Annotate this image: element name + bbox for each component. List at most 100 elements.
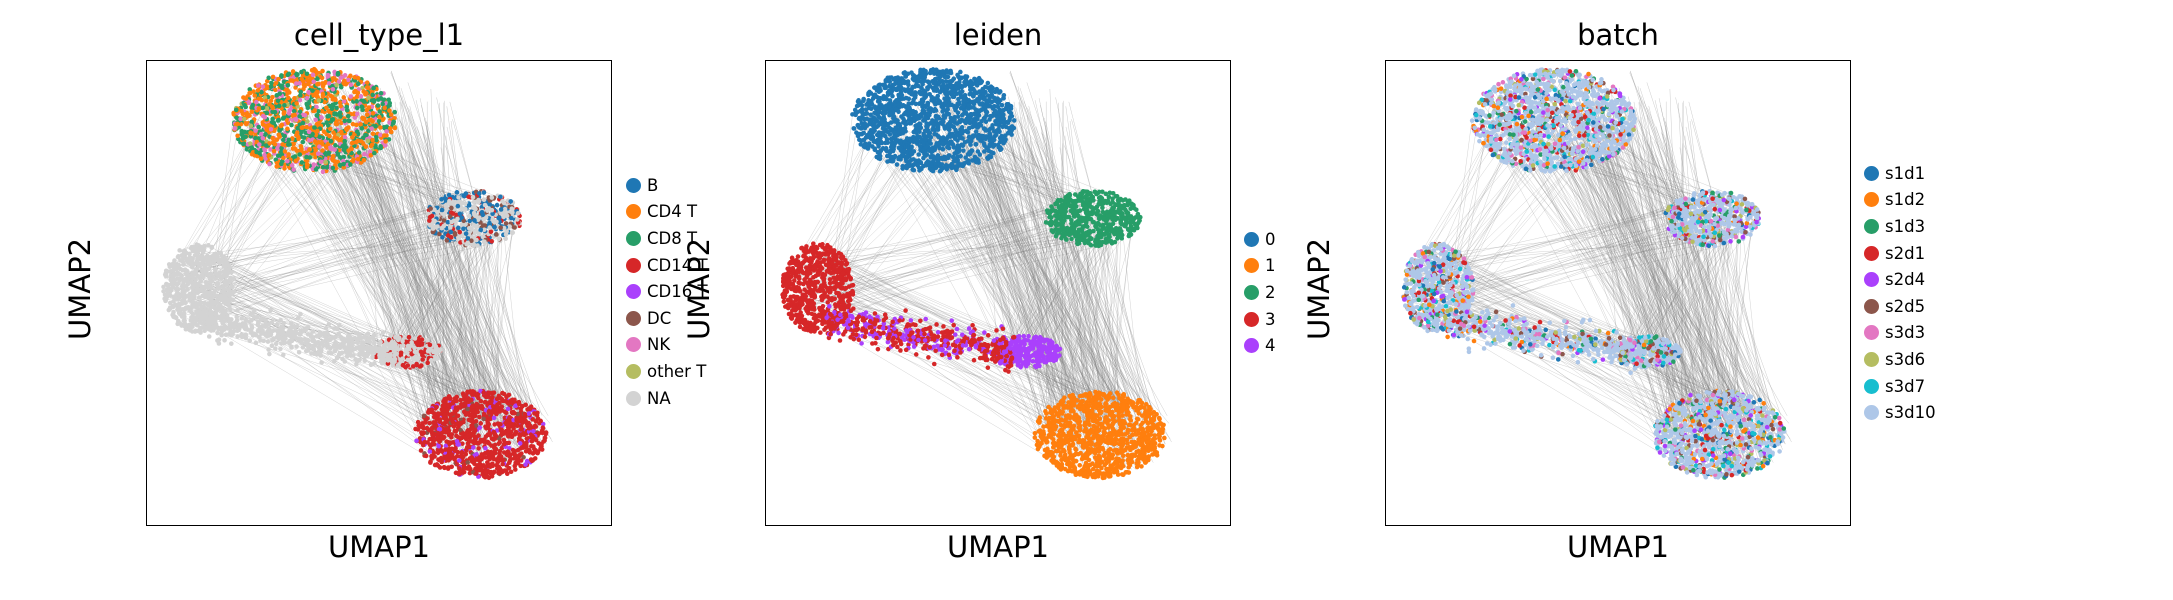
cell-point	[233, 107, 239, 113]
cell-point	[198, 245, 204, 251]
cell-point	[220, 312, 226, 317]
cell-point	[316, 349, 321, 355]
cell-point	[280, 85, 285, 91]
cell-point	[414, 361, 419, 367]
cell-point	[285, 83, 291, 88]
cell-point	[268, 127, 274, 132]
cell-point	[184, 305, 190, 311]
cell-point	[383, 341, 389, 347]
cell-point	[487, 416, 493, 422]
cell-point	[453, 429, 459, 434]
cell-point	[206, 259, 211, 265]
cell-point	[465, 240, 471, 246]
graph-edge	[389, 148, 533, 411]
cell-point	[360, 342, 366, 348]
cell-point	[539, 428, 545, 434]
cell-point	[185, 280, 191, 286]
cell-point	[434, 404, 439, 410]
cell-point	[181, 288, 186, 293]
cell-point	[480, 212, 486, 218]
cell-point	[270, 135, 275, 141]
cell-point	[239, 334, 245, 340]
cell-point	[319, 360, 324, 365]
cell-point	[515, 217, 520, 222]
graph-edge	[465, 240, 488, 411]
legend-item: other T	[626, 358, 708, 385]
cell-point	[483, 469, 488, 475]
cell-point	[286, 137, 292, 143]
graph-edge	[256, 92, 456, 430]
cell-point	[279, 145, 284, 151]
graph-edge	[394, 109, 534, 449]
graph-edge	[390, 72, 547, 445]
cell-point	[310, 88, 315, 93]
cell-point	[337, 100, 343, 105]
cell-point	[445, 466, 451, 471]
cell-point	[325, 345, 330, 350]
graph-edge	[274, 144, 403, 341]
cell-point	[390, 358, 396, 364]
cell-point	[479, 403, 485, 409]
cell-point	[211, 325, 216, 330]
cell-point	[540, 421, 546, 427]
cell-point	[471, 199, 477, 205]
cell-point	[378, 347, 383, 353]
cell-point	[267, 102, 272, 107]
cell-point	[335, 72, 341, 77]
graph-edge	[937, 164, 1079, 196]
legend-label: NK	[647, 335, 671, 355]
graph-edge	[374, 129, 522, 447]
cell-point	[364, 107, 369, 113]
cell-point	[533, 448, 538, 453]
cell-point	[346, 77, 351, 83]
graph-edge	[363, 165, 496, 399]
cell-point	[294, 148, 300, 153]
cell-point	[255, 88, 261, 93]
cell-point	[466, 225, 472, 231]
cell-point	[475, 200, 481, 205]
cell-point	[448, 412, 454, 417]
graph-edge	[329, 85, 506, 465]
legend-label: CD8 T	[647, 228, 698, 248]
graph-edge	[396, 365, 435, 463]
cell-point	[179, 314, 185, 319]
graph-edge	[187, 143, 274, 291]
cell-point	[278, 123, 284, 129]
graph-edge	[886, 100, 1042, 444]
cell-point	[339, 350, 345, 356]
cell-point	[299, 340, 304, 345]
graph-edge	[401, 95, 514, 428]
cell-point	[392, 115, 397, 121]
cell-point	[252, 314, 257, 320]
cell-point	[344, 126, 349, 132]
cell-point	[431, 450, 437, 455]
cell-point	[456, 195, 461, 200]
cell-point	[167, 264, 173, 270]
graph-edge	[974, 103, 1007, 344]
cell-point	[273, 346, 278, 351]
cell-point	[267, 161, 272, 167]
cell-point	[248, 130, 253, 135]
cell-point	[170, 284, 176, 289]
cell-point	[427, 342, 433, 348]
graph-edge	[430, 89, 446, 445]
cell-point	[299, 76, 305, 82]
cell-point	[173, 315, 179, 321]
cell-point	[377, 341, 382, 347]
cell-point	[362, 151, 367, 157]
cell-point	[463, 231, 469, 236]
graph-edge	[280, 98, 400, 359]
legend-item: B	[626, 172, 708, 199]
cell-point	[351, 111, 357, 117]
cell-point	[317, 330, 323, 336]
cell-point	[489, 195, 495, 200]
cell-point	[273, 87, 278, 93]
graph-edge	[388, 113, 509, 431]
cell-point	[372, 361, 377, 366]
cell-point	[469, 455, 475, 461]
cell-point	[305, 77, 310, 83]
graph-edge	[182, 244, 487, 316]
cell-point	[487, 390, 492, 396]
cell-point	[388, 333, 394, 338]
cell-point	[530, 444, 536, 449]
